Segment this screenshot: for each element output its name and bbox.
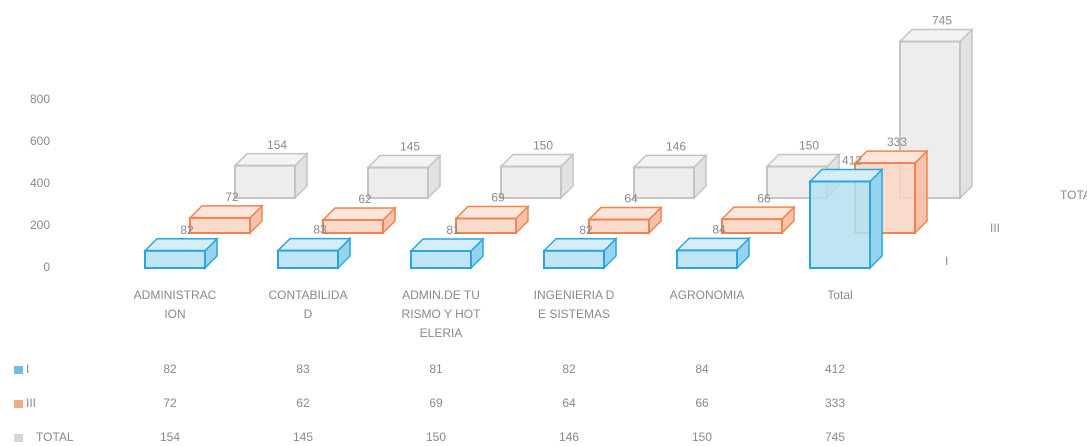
bar xyxy=(543,249,605,269)
y-tick-label: 0 xyxy=(43,260,50,274)
bar-top xyxy=(720,206,796,220)
table-cell: 154 xyxy=(160,430,180,444)
bar-top xyxy=(366,154,442,169)
bar xyxy=(144,249,206,269)
bar xyxy=(322,218,384,234)
x-tick-label: AGRONOMIA xyxy=(669,288,745,302)
bar-top xyxy=(542,238,618,252)
bar-side xyxy=(959,27,973,200)
data-label: 150 xyxy=(533,139,553,153)
legend-key xyxy=(14,434,23,442)
data-label: 82 xyxy=(579,223,593,237)
data-label: 412 xyxy=(842,154,862,168)
bar-top xyxy=(188,205,264,219)
data-label: 150 xyxy=(799,139,819,153)
table-cell: 150 xyxy=(426,430,446,444)
bar xyxy=(588,218,650,234)
table-cell: 82 xyxy=(562,362,576,376)
data-label: 333 xyxy=(887,135,907,149)
bar-top xyxy=(276,237,352,252)
y-tick-label: 400 xyxy=(30,176,50,190)
bar-top xyxy=(143,238,219,252)
bar-side xyxy=(914,149,928,235)
data-label: 81 xyxy=(446,223,460,237)
bar-top xyxy=(765,153,841,168)
y-tick-label: 600 xyxy=(30,134,50,148)
x-tick-label: ADMIN.DE TURISMO Y HOTELERIA xyxy=(401,288,481,340)
data-label: 72 xyxy=(225,190,239,204)
table-cell: 72 xyxy=(163,396,177,410)
data-label: 83 xyxy=(313,223,327,237)
data-label: 64 xyxy=(624,192,638,206)
table-cell: 83 xyxy=(296,362,310,376)
data-label: 69 xyxy=(491,191,505,205)
table-cell: 81 xyxy=(429,362,443,376)
table-cell: 69 xyxy=(429,396,443,410)
bar-top xyxy=(853,150,929,164)
bar xyxy=(721,218,783,234)
bar xyxy=(455,217,517,234)
data-label: 82 xyxy=(180,223,194,237)
bar-top xyxy=(632,154,708,169)
data-label: 145 xyxy=(400,140,420,154)
bar-top xyxy=(233,152,309,167)
bar-top xyxy=(587,206,663,221)
depth-label: I xyxy=(945,254,948,268)
x-tick-label: Total xyxy=(827,288,853,302)
legend-label: III xyxy=(26,396,36,410)
table-cell: 145 xyxy=(293,430,313,444)
table-cell: 745 xyxy=(825,430,845,444)
table-cell: 412 xyxy=(825,362,845,376)
x-tick-label: ADMINISTRACION xyxy=(133,288,217,321)
table-cell: 66 xyxy=(695,396,709,410)
table-cell: 333 xyxy=(825,396,845,410)
x-tick-label: INGENIERIA DE SISTEMAS xyxy=(533,288,615,321)
bar xyxy=(234,164,296,200)
data-label: 154 xyxy=(267,138,287,152)
bar-top xyxy=(898,28,974,43)
table-cell: 146 xyxy=(559,430,579,444)
table-cell: 150 xyxy=(692,430,712,444)
bar xyxy=(189,216,251,235)
bar xyxy=(676,249,738,269)
bar xyxy=(899,40,961,199)
table-cell: 82 xyxy=(163,362,177,376)
depth-label: III xyxy=(990,221,1000,235)
bar-top xyxy=(675,237,751,252)
bar-top xyxy=(499,153,575,168)
y-tick-label: 800 xyxy=(30,92,50,106)
bar-top xyxy=(321,207,397,221)
x-tick-label: CONTABILIDAD xyxy=(268,288,348,321)
legend-label: TOTAL xyxy=(36,430,74,444)
depth-label: TOTAL xyxy=(1060,188,1087,202)
bar-top xyxy=(808,168,884,183)
legend-label: I xyxy=(26,362,29,376)
bar xyxy=(277,249,339,270)
data-label: 84 xyxy=(712,223,726,237)
bar xyxy=(633,166,695,199)
bar xyxy=(367,166,429,200)
bar xyxy=(809,180,871,269)
table-cell: 64 xyxy=(562,396,576,410)
table-cell: 84 xyxy=(695,362,709,376)
bar-top xyxy=(409,238,485,252)
table-cell: 62 xyxy=(296,396,310,410)
data-label: 66 xyxy=(757,191,771,205)
legend-key xyxy=(14,400,23,408)
bar-top xyxy=(454,205,530,220)
legend-key xyxy=(14,366,23,374)
data-label: 745 xyxy=(932,14,952,28)
bar xyxy=(500,165,562,199)
data-label: 62 xyxy=(358,192,372,206)
bar xyxy=(410,249,472,270)
bar-side xyxy=(869,167,883,270)
data-label: 146 xyxy=(666,140,686,154)
y-tick-label: 200 xyxy=(30,218,50,232)
